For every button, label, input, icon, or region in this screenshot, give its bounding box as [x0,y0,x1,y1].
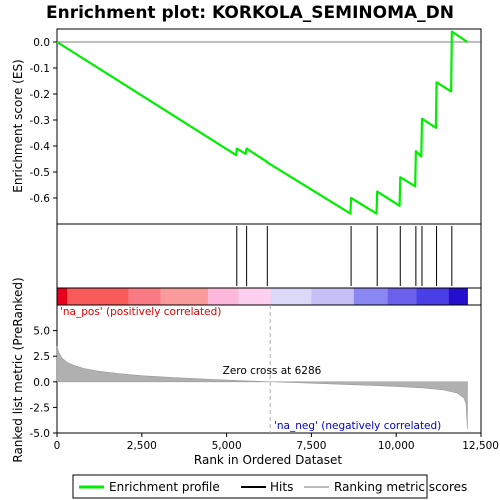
legend-label-ranking-metric: Ranking metric scores [334,480,467,494]
x-axis-ticks: 0 2,500 5,000 7,500 10,000 12,500 [54,433,499,452]
heat-bar-segment [448,288,468,305]
es-tick-label: -0.4 [30,141,51,153]
heat-bar-segment [207,288,239,305]
rank-heat-bar [56,287,482,306]
legend: Enrichment profile Hits Ranking metric s… [72,474,467,499]
x-tick-label: 7,500 [296,440,326,452]
heat-bar-segment [270,288,312,305]
x-tick-label: 0 [54,440,61,452]
es-tick-label: -0.3 [30,115,51,127]
metric-tick-label: 5.0 [33,326,50,338]
heat-bar-segment [311,288,355,305]
metric-panel-frame [56,304,482,434]
metric-panel: 5.0 2.5 0.0 -2.5 -5.0 'na_pos' (positively c… [30,304,482,440]
heat-bar-segment [387,288,418,305]
es-tick-label: -0.6 [30,193,51,205]
enrichment-profile-line [56,30,469,215]
es-y-ticks: 0.0 -0.1 -0.2 -0.3 -0.4 -0.5 -0.6 [30,37,57,205]
es-y-axis-label: Enrichment score (ES) [11,59,25,192]
es-tick-label: 0.0 [33,37,50,49]
heat-bar-segment [353,288,389,305]
es-tick-label: -0.2 [30,89,51,101]
legend-label-enrichment-profile: Enrichment profile [109,480,220,494]
enrichment-profile [56,30,469,215]
metric-y-axis-label: Ranked list metric (PreRanked) [11,277,25,462]
ranking-metric-area [56,345,468,429]
negative-correlation-label: 'na_neg' (negatively correlated) [274,420,441,432]
heat-bar-segment [416,288,450,305]
hits-panel [56,223,482,289]
x-tick-label: 2,500 [127,440,157,452]
heat-bar-segment [57,288,68,305]
metric-tick-label: 0.0 [33,377,50,389]
ranking-metric-scores [56,345,468,429]
es-panel-frame [56,28,482,225]
hit-marks [236,226,453,286]
es-tick-label: -0.1 [30,63,51,75]
metric-tick-label: 2.5 [33,351,50,363]
x-tick-label: 10,000 [378,440,415,452]
metric-tick-label: -5.0 [30,428,51,440]
metric-y-ticks: 5.0 2.5 0.0 -2.5 -5.0 [30,326,57,440]
x-axis-label: Rank in Ordered Dataset [194,453,342,467]
positive-correlation-label: 'na_pos' (positively correlated) [60,306,221,318]
x-tick-label: 12,500 [462,440,499,452]
heat-bar-segment [160,288,209,305]
es-tick-label: -0.5 [30,167,51,179]
metric-tick-label: -2.5 [30,402,51,414]
x-tick-label: 5,000 [212,440,242,452]
heat-bar-segment [238,288,272,305]
es-panel: 0.0 -0.1 -0.2 -0.3 -0.4 -0.5 -0.6 [30,28,482,225]
hits-panel-frame [56,223,482,289]
heat-bar-segment [67,288,129,305]
chart-title: Enrichment plot: KORKOLA_SEMINOMA_DN [46,3,454,23]
zero-cross-label: Zero cross at 6286 [223,365,322,377]
heat-bar-segment [128,288,161,305]
legend-label-hits: Hits [270,480,293,494]
